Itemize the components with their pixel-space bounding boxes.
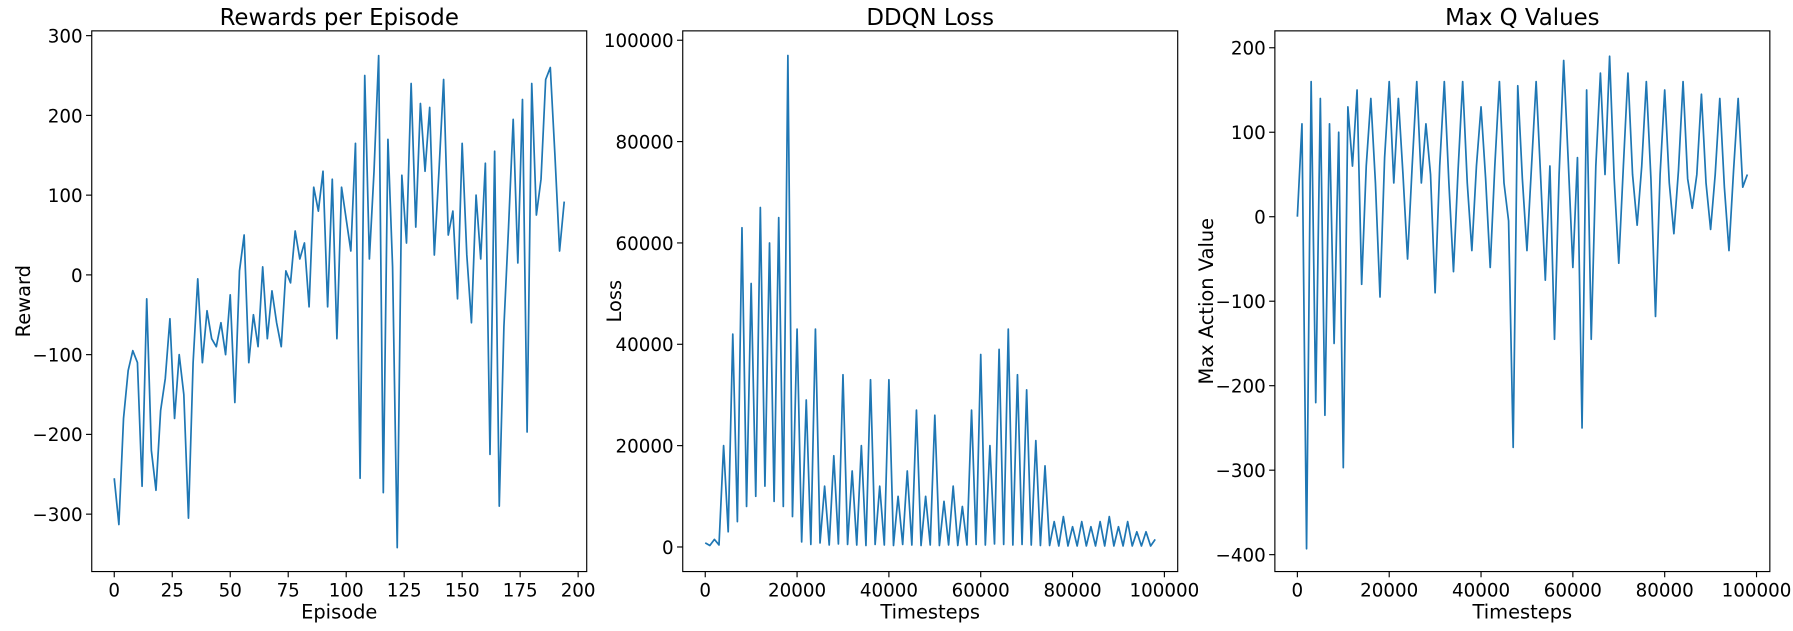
- x-tick-label: 100000: [1722, 581, 1792, 602]
- y-tick-label: −100: [1216, 292, 1266, 313]
- x-tick-label: 80000: [1044, 581, 1102, 602]
- y-tick-label: 200: [1231, 39, 1266, 60]
- x-tick-label: 20000: [768, 581, 826, 602]
- y-tick-label: 0: [71, 266, 83, 287]
- axes-frame: [682, 30, 1179, 573]
- subplot: Rewards per Episode Episode Reward 0 25 50 75 1…: [12, 5, 596, 623]
- x-tick-label: 175: [503, 581, 538, 602]
- y-tick-label: 20000: [615, 436, 673, 457]
- x-tick-label: 50: [219, 581, 242, 602]
- x-tick-label: 0: [1292, 581, 1304, 602]
- x-tick-label: 0: [699, 581, 711, 602]
- y-tick-label: 60000: [615, 234, 673, 255]
- chart-title: Max Q Values: [1445, 5, 1599, 31]
- data-line: [113, 54, 566, 549]
- x-axis-label: Timesteps: [879, 600, 980, 623]
- axes-frame: [1274, 30, 1771, 573]
- y-tick-label: 40000: [615, 335, 673, 356]
- x-tick-label: 125: [387, 581, 422, 602]
- y-axis-label: Max Action Value: [1195, 218, 1218, 385]
- x-tick-label: 60000: [952, 581, 1010, 602]
- axes-frame: [91, 30, 588, 573]
- y-tick-label: 300: [48, 27, 83, 48]
- x-tick-label: 40000: [1452, 581, 1510, 602]
- x-axis-label: Timesteps: [1472, 600, 1573, 623]
- y-axis-label: Reward: [12, 265, 35, 337]
- y-tick-label: 200: [48, 106, 83, 127]
- y-tick-label: −400: [1216, 546, 1266, 567]
- y-tick-label: 100000: [604, 31, 674, 52]
- y-tick-label: 100: [1231, 123, 1266, 144]
- y-tick-label: 0: [1254, 208, 1266, 229]
- y-tick-label: −200: [32, 425, 82, 446]
- x-tick-label: 20000: [1360, 581, 1418, 602]
- x-tick-label: 40000: [860, 581, 918, 602]
- x-tick-label: 100000: [1130, 581, 1200, 602]
- x-tick-label: 80000: [1636, 581, 1694, 602]
- x-tick-label: 60000: [1544, 581, 1602, 602]
- chart-title: DDQN Loss: [866, 5, 994, 31]
- y-tick-label: −100: [32, 346, 82, 367]
- y-axis-label: Loss: [603, 280, 626, 323]
- subplot: Max Q Values Timesteps Max Action Value 0 20…: [1195, 5, 1791, 623]
- y-tick-label: −300: [1216, 461, 1266, 482]
- x-tick-label: 25: [161, 581, 184, 602]
- y-tick-label: 0: [662, 538, 674, 559]
- y-tick-label: 100: [48, 186, 83, 207]
- x-tick-label: 0: [108, 581, 120, 602]
- x-tick-label: 75: [277, 581, 300, 602]
- data-line: [1296, 55, 1749, 550]
- x-tick-label: 100: [329, 581, 364, 602]
- y-tick-label: −200: [1216, 377, 1266, 398]
- subplot: DDQN Loss Timesteps Loss 0 20000 40000 60000 80…: [603, 5, 1199, 623]
- x-tick-label: 150: [445, 581, 480, 602]
- x-axis-label: Episode: [301, 600, 377, 623]
- y-tick-label: 80000: [615, 132, 673, 153]
- data-line: [704, 54, 1156, 547]
- y-tick-label: −300: [32, 505, 82, 526]
- chart-title: Rewards per Episode: [220, 5, 459, 31]
- x-tick-label: 200: [561, 581, 596, 602]
